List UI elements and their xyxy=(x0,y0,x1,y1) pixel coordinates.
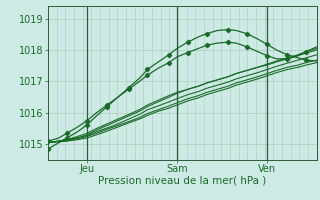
X-axis label: Pression niveau de la mer( hPa ): Pression niveau de la mer( hPa ) xyxy=(98,176,267,186)
